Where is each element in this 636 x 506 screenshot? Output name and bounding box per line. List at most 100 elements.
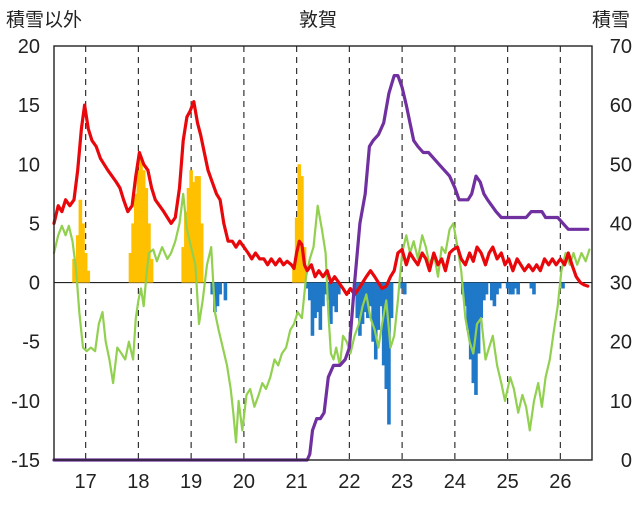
bar-mark [384,282,389,390]
bar-mark [133,193,138,283]
bar-mark [141,170,146,283]
y-right-tick-label: 70 [610,36,632,58]
bar-mark [189,170,193,283]
bar-mark [308,282,312,301]
bar-mark [468,282,473,360]
y-right-tick-label: 50 [610,154,632,176]
x-tick-label: 17 [75,471,97,493]
bar-mark [194,176,199,283]
y-right-tick-label: 30 [610,273,632,295]
y-left-tick-label: -15 [11,450,40,472]
bar-mark [292,264,296,283]
bar-mark [381,282,386,366]
bar-mark [402,282,407,295]
bar-mark [471,282,476,384]
bar-mark [310,282,315,336]
bar-mark [128,253,133,283]
bar-mark [482,282,486,301]
x-tick-label: 24 [444,471,466,493]
bar-mark [484,282,489,295]
bar-mark [379,282,383,307]
bar-mark [300,176,304,283]
bar-mark [400,282,404,289]
y-right-tick-label: 40 [610,213,632,235]
bar-mark [516,282,520,295]
right-axis-title: 積雪 [592,9,630,31]
bar-mark [78,199,83,283]
bar-mark [318,282,323,330]
bar-mark [215,282,220,307]
x-tick-label: 25 [496,471,518,493]
bar-mark [131,223,135,283]
bar-mark [72,258,76,283]
chart-title: 敦賀 [299,9,337,31]
bar-mark [315,282,320,313]
x-tick-label: 20 [233,471,255,493]
bar-mark [466,282,470,330]
y-left-tick-label: 0 [29,273,40,295]
bar-mark [513,282,518,289]
bar-mark [199,223,204,283]
bar-mark [529,282,534,289]
grid-layer [54,46,592,460]
x-tick-label: 21 [286,471,308,493]
bar-mark [136,170,141,283]
bar-mark [329,282,333,324]
x-tick-label: 23 [391,471,413,493]
bar-mark [355,282,360,319]
bar-mark [81,223,85,283]
bar-mark [313,282,317,319]
bar-mark [149,258,154,283]
x-tick-label: 19 [180,471,202,493]
series-line [52,192,591,444]
bar-mark [297,164,302,283]
bar-layer [72,158,565,425]
bar-mark [376,282,381,330]
bar-mark [223,282,228,301]
bar-mark [181,247,186,283]
bar-mark [144,187,149,283]
bar-mark [305,282,309,289]
bar-mark [368,282,373,307]
bar-mark [511,282,515,295]
bar-mark [463,282,468,307]
bar-mark [184,211,188,283]
y-left-tick-label: 20 [18,36,40,58]
bar-mark [389,282,394,319]
bar-mark [75,235,80,283]
bar-mark [561,282,565,289]
bar-mark [197,176,201,283]
bar-mark [371,282,375,342]
y-left-tick-label: -10 [11,391,40,413]
bar-mark [532,282,536,295]
x-tick-label: 22 [338,471,360,493]
y-left-tick-label: 5 [29,213,40,235]
y-left-tick-label: 10 [18,154,40,176]
x-tick-label: 18 [127,471,149,493]
bar-mark [492,282,497,307]
y-right-tick-label: 0 [621,450,632,472]
bar-mark [495,282,499,295]
bar-mark [387,282,391,425]
y-right-tick-label: 20 [610,332,632,354]
bar-mark [497,282,502,289]
y-right-tick-label: 60 [610,95,632,117]
y-right-tick-label: 10 [610,391,632,413]
bar-mark [476,282,481,354]
series-line [52,100,590,296]
bar-mark [218,282,222,295]
plot-frame [53,45,593,461]
bar-mark [334,282,338,313]
bar-mark [479,282,484,319]
bar-mark [210,282,215,295]
bar-mark [358,282,362,336]
series-line [52,74,590,462]
bar-mark [373,282,378,360]
bar-mark [139,158,143,283]
left-axis-title: 積雪以外 [6,9,82,31]
bar-mark [337,282,341,295]
bar-mark [508,282,513,295]
bar-mark [86,270,91,283]
bar-mark [321,282,325,307]
